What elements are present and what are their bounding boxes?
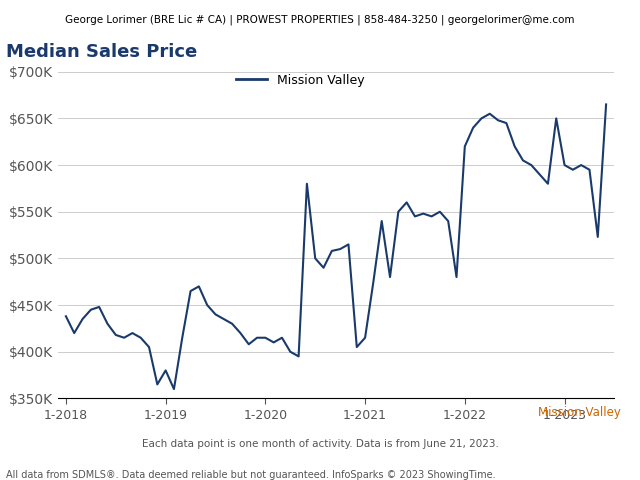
Text: George Lorimer (BRE Lic # CA) | PROWEST PROPERTIES | 858-484-3250 | georgelorime: George Lorimer (BRE Lic # CA) | PROWEST … xyxy=(65,14,575,25)
Text: All data from SDMLS®. Data deemed reliable but not guaranteed. InfoSparks © 2023: All data from SDMLS®. Data deemed reliab… xyxy=(6,470,496,480)
Text: Mission Valley: Mission Valley xyxy=(538,406,621,419)
Legend: Mission Valley: Mission Valley xyxy=(231,69,370,92)
Text: Median Sales Price: Median Sales Price xyxy=(6,43,198,61)
Text: Each data point is one month of activity. Data is from June 21, 2023.: Each data point is one month of activity… xyxy=(141,439,499,449)
